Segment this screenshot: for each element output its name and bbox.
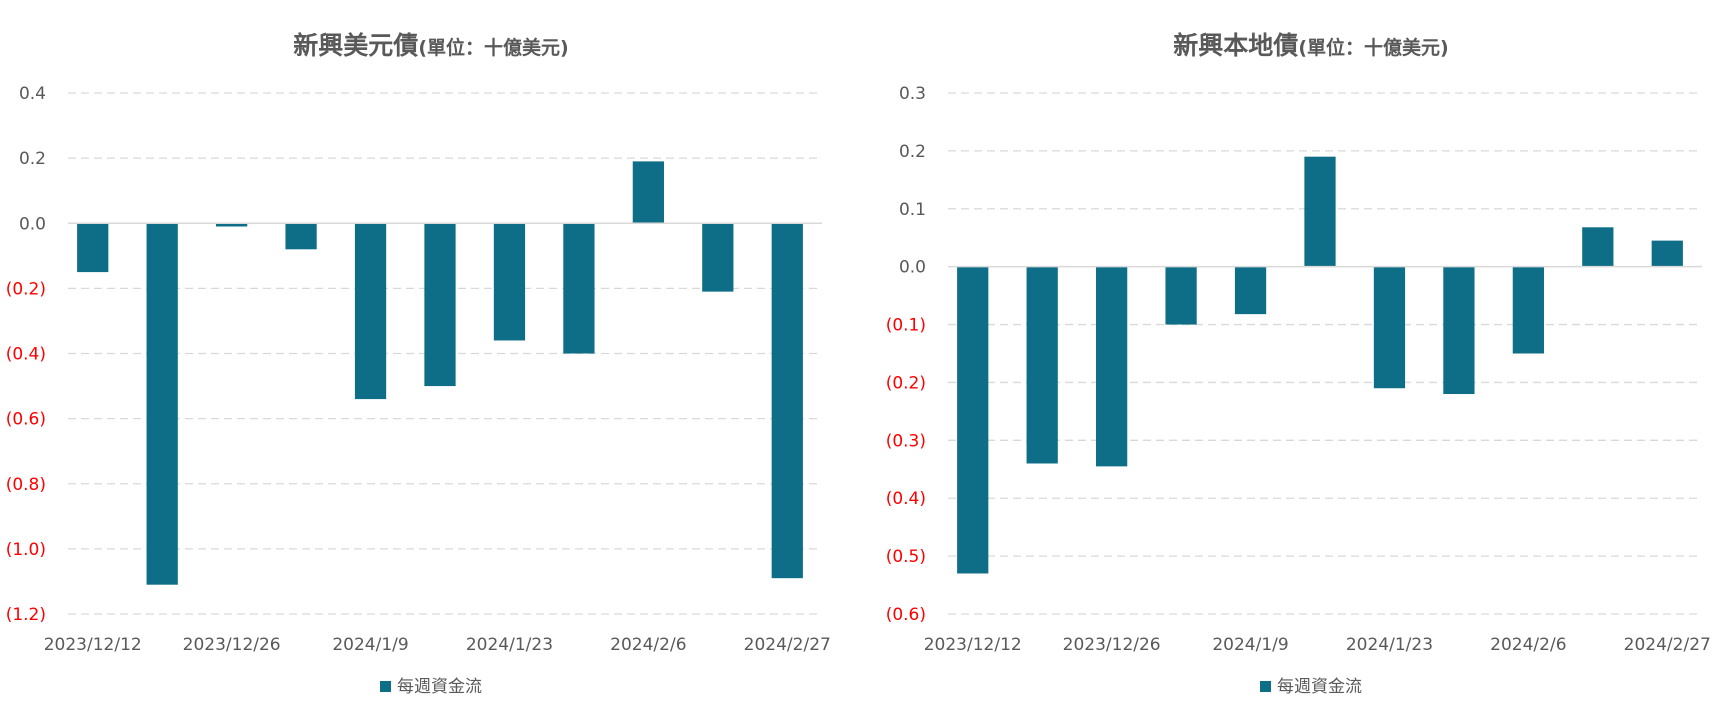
chart-title-main: 新興美元債 (293, 31, 419, 60)
x-tick-label: 2023/12/12 (924, 635, 1022, 655)
y-tick-label: 0.3 (899, 84, 926, 104)
y-tick-label: (1.0) (6, 540, 46, 560)
y-tick-label: 0.4 (19, 84, 46, 104)
x-tick-label: 2024/1/9 (1212, 635, 1288, 655)
x-tick-label: 2024/2/27 (1624, 635, 1711, 655)
bar (285, 223, 317, 250)
y-tick-label: (0.4) (6, 345, 46, 365)
y-tick-label: (0.2) (6, 279, 46, 299)
y-tick-label: (0.4) (886, 489, 926, 509)
usd-bond-bar-chart: 0.4 0.2 0.0 (0.2) (0.4) (0.6) (0.8) (1.0) (1.2) 2… (6, 84, 831, 655)
y-tick-label: (0.3) (886, 431, 926, 451)
chart-legend: 每週資金流 (0, 672, 862, 697)
bar (216, 223, 248, 227)
y-tick-label: (0.6) (6, 410, 46, 430)
bar (957, 266, 989, 574)
y-tick-label: (0.6) (886, 605, 926, 625)
y-tick-label: 0.1 (899, 200, 926, 220)
legend-label: 每週資金流 (397, 677, 482, 697)
y-tick-label: (0.2) (886, 373, 926, 393)
legend-label: 每週資金流 (1277, 677, 1362, 697)
y-tick-label: (0.5) (886, 547, 926, 567)
bar (632, 161, 664, 224)
y-tick-label: 0.2 (19, 149, 46, 169)
y-tick-label: 0.0 (19, 214, 46, 234)
chart-title: 新興本地債(單位：十億美元) (880, 26, 1724, 62)
bar (1651, 240, 1683, 267)
legend-swatch (1260, 680, 1271, 692)
x-tick-label: 2024/1/23 (1346, 635, 1433, 655)
x-tick-label: 2024/1/9 (332, 635, 408, 655)
x-tick-label: 2024/1/23 (466, 635, 553, 655)
chart-title-unit: (單位：十億美元) (418, 37, 569, 59)
bar (1026, 266, 1058, 464)
bar (1512, 266, 1544, 354)
local-bond-bar-chart: 0.3 0.2 0.1 0.0 (0.1) (0.2) (0.3) (0.4) (0.5) (0.… (886, 84, 1711, 655)
chart-title-unit: (單位：十億美元) (1298, 37, 1449, 59)
y-tick-label: (0.8) (6, 475, 46, 495)
bar (493, 223, 526, 341)
bar (1373, 266, 1406, 389)
bar (771, 223, 803, 579)
chart-title-main: 新興本地債 (1173, 31, 1299, 60)
bar (1582, 227, 1614, 267)
chart-title: 新興美元債(單位：十億美元) (0, 26, 862, 62)
x-tick-label: 2023/12/26 (183, 635, 281, 655)
y-tick-label: 0.0 (899, 258, 926, 278)
x-tick-label: 2024/2/27 (744, 635, 831, 655)
bar (1304, 156, 1336, 267)
bar (424, 223, 456, 387)
bar (77, 223, 109, 273)
x-tick-label: 2024/2/6 (1490, 635, 1566, 655)
usd-bond-chart-panel: 新興美元債(單位：十億美元) 0.4 0.2 0.0 (0.2) (0.4) (0.6) (… (0, 26, 862, 697)
local-bond-chart-panel: 新興本地債(單位：十億美元) 0.3 0.2 0.1 0.0 (0.1) (0.2) (0.… (880, 0, 1724, 714)
y-tick-label: (0.1) (886, 316, 926, 336)
x-tick-label: 2023/12/26 (1063, 635, 1161, 655)
bar (563, 223, 595, 354)
bar (146, 223, 178, 585)
y-tick-label: (1.2) (6, 605, 46, 625)
bar (1234, 266, 1267, 315)
x-tick-label: 2023/12/12 (44, 635, 142, 655)
y-tick-label: 0.2 (899, 142, 926, 162)
bar (1096, 266, 1128, 467)
x-tick-label: 2024/2/6 (610, 635, 686, 655)
legend-swatch (380, 680, 391, 692)
chart-legend: 每週資金流 (880, 672, 1724, 697)
bar (702, 223, 734, 292)
bar (354, 223, 387, 400)
bar (1165, 266, 1197, 325)
bar (1443, 266, 1475, 395)
